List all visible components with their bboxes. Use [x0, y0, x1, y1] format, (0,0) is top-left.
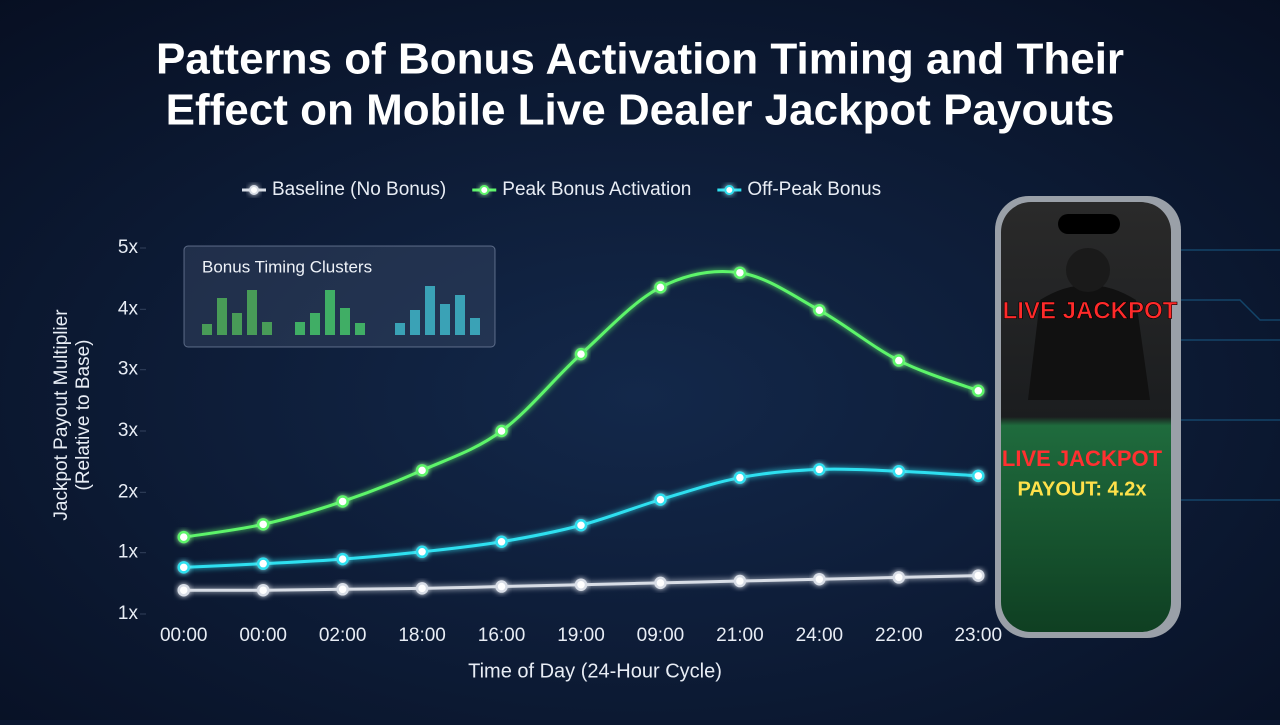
plot: 1x 1x 2x 3x 3x 4x 5x 00:00 00:00 02:00 18:00 16:00 1… [118, 237, 1002, 646]
data-point [813, 572, 826, 586]
y-axis-title: (Relative to Base) [73, 339, 94, 490]
x-tick-label: 22:00 [875, 625, 923, 646]
legend: Baseline (No Bonus) Peak Bonus Activation… [242, 179, 881, 200]
phone-payout: PAYOUT: 4.2x [1018, 478, 1147, 500]
x-tick-label: 09:00 [637, 625, 685, 646]
data-point [733, 266, 747, 279]
data-point [495, 424, 508, 438]
phone-notch [1058, 214, 1120, 234]
data-point [654, 281, 667, 294]
x-tick-label: 24:00 [796, 625, 844, 646]
dealer [1028, 285, 1150, 400]
x-tick-label: 19:00 [557, 625, 605, 646]
data-point [256, 583, 270, 597]
data-point [415, 582, 429, 595]
y-tick-label: 2x [118, 481, 139, 502]
x-tick-label: 00:00 [160, 625, 208, 646]
y-tick-label: 3x [118, 359, 139, 380]
data-point [654, 493, 667, 506]
inset-bars [202, 290, 272, 335]
data-point [892, 571, 906, 584]
legend-marker [249, 185, 259, 195]
data-point [495, 535, 508, 548]
data-point [813, 303, 826, 317]
x-tick-label: 02:00 [319, 625, 367, 646]
x-tick-label: 16:00 [478, 625, 526, 646]
legend-label: Off-Peak Bonus [747, 179, 881, 200]
inset-bars [395, 286, 480, 335]
y-axis-title: Jackpot Payout Multiplier [51, 309, 72, 521]
title-line: Effect on Mobile Live Dealer Jackpot Pay… [166, 86, 1115, 135]
phone-headline: LIVE JACKPOT [1003, 297, 1178, 324]
data-point [177, 583, 190, 597]
data-point [256, 518, 270, 531]
data-point [336, 495, 349, 508]
data-point [892, 354, 906, 367]
x-tick-label: 00:00 [239, 625, 287, 646]
data-point [654, 576, 667, 590]
circuit-decor [1160, 249, 1280, 501]
phone-banner: LIVE JACKPOT [1002, 446, 1163, 471]
y-tick-label: 3x [118, 420, 139, 441]
data-point [574, 518, 588, 532]
inset-title: Bonus Timing Clusters [202, 257, 372, 276]
data-point [495, 580, 508, 593]
legend-label: Peak Bonus Activation [502, 179, 691, 200]
y-tick-label: 1x [118, 603, 139, 624]
dealer-head [1066, 248, 1110, 292]
x-axis-title: Time of Day (24-Hour Cycle) [468, 660, 722, 682]
data-point [256, 557, 270, 570]
data-point [972, 469, 985, 483]
data-point [415, 464, 429, 477]
legend-marker [724, 185, 735, 195]
data-point [177, 530, 190, 544]
data-point [177, 561, 190, 574]
title-line: Patterns of Bonus Activation Timing and … [156, 35, 1124, 84]
data-point [415, 545, 429, 559]
legend-marker [479, 185, 490, 195]
x-tick-label: 21:00 [716, 625, 764, 646]
phone: LIVE JACKPOT LIVE JACKPOT PAYOUT: 4.2x [995, 196, 1181, 638]
data-point [336, 583, 349, 596]
inset-bars [295, 290, 365, 335]
data-point [972, 569, 985, 582]
legend-label: Baseline (No Bonus) [272, 179, 446, 200]
data-point [972, 384, 985, 397]
x-tick-label: 23:00 [954, 625, 1002, 646]
data-point [336, 552, 349, 566]
data-point [733, 574, 747, 588]
data-point [813, 463, 826, 476]
data-point [574, 578, 588, 591]
inset: Bonus Timing Clusters [183, 245, 496, 348]
y-tick-label: 4x [118, 298, 139, 319]
x-tick-label: 18:00 [398, 625, 446, 646]
data-point [733, 471, 747, 484]
data-point [574, 347, 588, 361]
y-tick-label: 5x [118, 237, 139, 258]
data-point [892, 465, 906, 478]
y-tick-label: 1x [118, 542, 139, 563]
